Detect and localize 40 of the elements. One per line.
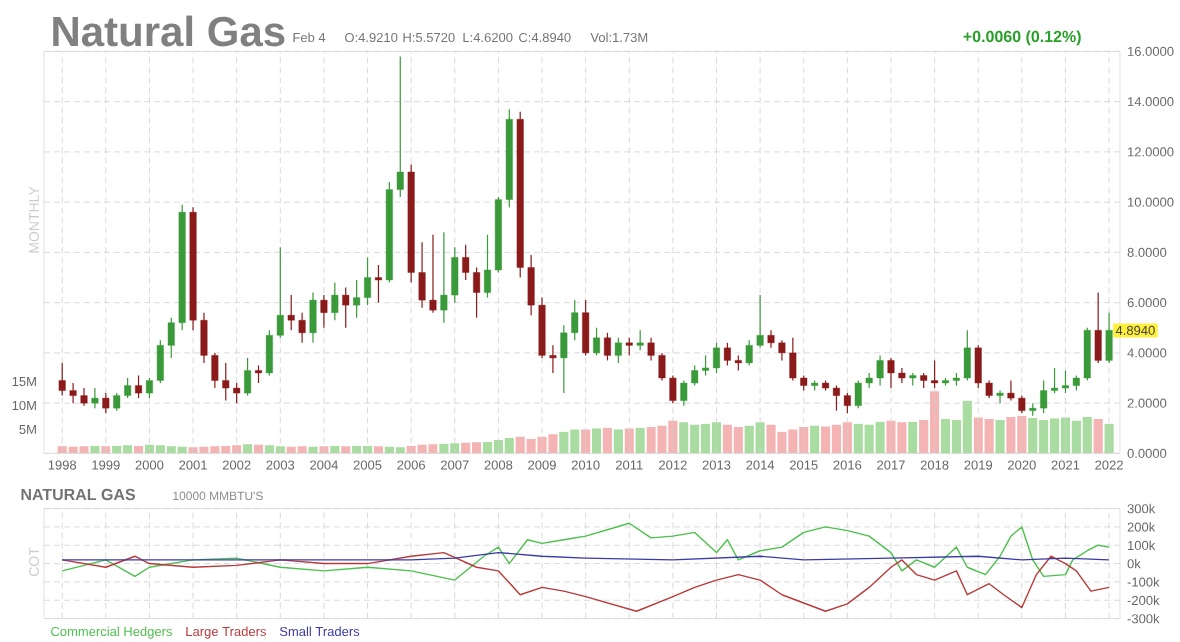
candlestick xyxy=(91,387,99,409)
bar xyxy=(995,419,1005,454)
line-series xyxy=(61,522,1110,581)
line-series xyxy=(61,551,1110,612)
bar xyxy=(1093,418,1103,454)
candlestick xyxy=(374,264,382,304)
bar xyxy=(341,446,351,454)
candlestick xyxy=(135,374,142,399)
chart-title: Natural Gas xyxy=(53,15,285,47)
bar xyxy=(308,446,318,454)
candlestick xyxy=(320,294,328,329)
bar xyxy=(243,444,253,454)
candlestick xyxy=(102,392,110,414)
bar xyxy=(581,429,591,454)
bar xyxy=(253,444,264,454)
candlestick xyxy=(582,299,590,356)
candlestick xyxy=(1105,312,1113,364)
candlestick xyxy=(614,337,622,364)
bar xyxy=(373,446,384,454)
bar xyxy=(330,445,340,454)
chart-title: NATURAL GAS xyxy=(21,488,136,501)
bar xyxy=(613,429,623,454)
bar xyxy=(635,428,645,454)
candlestick xyxy=(603,332,611,362)
candlestick xyxy=(636,329,644,351)
bar xyxy=(908,421,918,454)
bar xyxy=(602,428,613,454)
bar xyxy=(90,445,100,454)
candlestick xyxy=(244,357,252,397)
bar xyxy=(133,445,144,454)
candlestick xyxy=(331,281,339,321)
candlestick xyxy=(1094,291,1102,364)
text: +0.0060 (0.12%) xyxy=(963,30,1081,46)
bar xyxy=(810,425,820,454)
bar xyxy=(624,428,634,454)
candlestick xyxy=(309,291,317,344)
candlestick xyxy=(342,286,350,329)
candlestick xyxy=(593,327,601,356)
bar xyxy=(591,428,602,454)
candlestick xyxy=(996,389,1004,404)
